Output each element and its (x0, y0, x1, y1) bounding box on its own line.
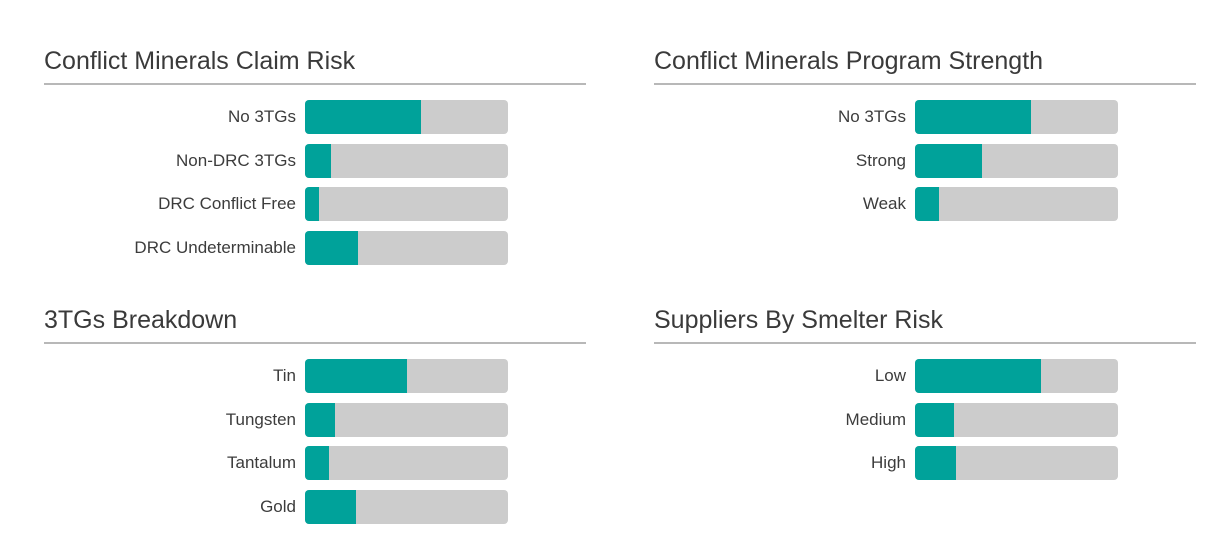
bar-row: Tin (44, 359, 586, 393)
bar-track (915, 359, 1118, 393)
bar-label: DRC Undeterminable (134, 237, 296, 257)
bar-row: DRC Undeterminable (44, 230, 586, 265)
bar-list: Low Medium High (654, 359, 1196, 480)
bar-fill (305, 402, 336, 437)
bar-label: Gold (260, 496, 296, 516)
bar-track (305, 489, 508, 524)
bar-fill (915, 187, 940, 221)
bar-fill (915, 143, 982, 178)
bar-fill (305, 446, 330, 480)
bar-row: Weak (654, 187, 1196, 221)
bar-track (305, 230, 508, 265)
bar-row: Non-DRC 3TGs (44, 143, 586, 178)
bar-track (305, 143, 508, 178)
bar-track (915, 100, 1118, 134)
bar-track (915, 143, 1118, 178)
bar-label: DRC Conflict Free (158, 194, 296, 213)
bar-label: Tin (273, 366, 296, 385)
bar-row: Tungsten (44, 402, 586, 437)
bar-label: No 3TGs (837, 107, 906, 126)
bar-label: Strong (855, 150, 906, 170)
bar-label: Tungsten (225, 409, 296, 429)
panel-claim-risk: Conflict Minerals Claim Risk No 3TGs Non-… (44, 46, 586, 274)
bar-fill (305, 489, 356, 524)
panel-title: 3TGs Breakdown (44, 305, 586, 344)
bar-track (305, 187, 508, 221)
bar-list: No 3TGs Strong Weak (654, 100, 1196, 221)
bar-row: High (654, 446, 1196, 480)
bar-row: Strong (654, 143, 1196, 178)
bar-fill (305, 187, 320, 221)
bar-row: Tantalum (44, 446, 586, 480)
panel-title: Suppliers By Smelter Risk (654, 305, 1196, 344)
panel-program-strength: Conflict Minerals Program Strength No 3T… (654, 46, 1196, 231)
bar-label: No 3TGs (227, 107, 296, 126)
bar-label: Low (874, 366, 906, 385)
bar-label: Non-DRC 3TGs (176, 150, 296, 170)
bar-row: DRC Conflict Free (44, 187, 586, 221)
bar-fill (305, 359, 407, 393)
bar-track (305, 402, 508, 437)
bar-row: Gold (44, 489, 586, 524)
bar-row: No 3TGs (654, 100, 1196, 134)
panel-title: Conflict Minerals Claim Risk (44, 46, 586, 85)
bar-label: Tantalum (227, 453, 296, 472)
bar-fill (305, 100, 421, 134)
bar-list: No 3TGs Non-DRC 3TGs DRC Conflict Free DRC … (44, 100, 586, 265)
bar-track (915, 446, 1118, 480)
bar-fill (305, 143, 332, 178)
bar-fill (915, 359, 1041, 393)
bar-label: Medium (845, 409, 906, 429)
bar-label: Weak (862, 194, 906, 213)
panel-3tgs-breakdown: 3TGs Breakdown Tin Tungsten Tantalum Gold (44, 305, 586, 533)
bar-label: High (871, 453, 906, 472)
bar-row: No 3TGs (44, 100, 586, 134)
bar-fill (915, 402, 954, 437)
panel-smelter-risk: Suppliers By Smelter Risk Low Medium High (654, 305, 1196, 490)
bar-track (915, 187, 1118, 221)
bar-track (305, 446, 508, 480)
bar-fill (915, 446, 956, 480)
panel-title: Conflict Minerals Program Strength (654, 46, 1196, 85)
bar-track (915, 402, 1118, 437)
bar-fill (915, 100, 1031, 134)
bar-fill (305, 230, 358, 265)
bar-track (305, 359, 508, 393)
bar-row: Medium (654, 402, 1196, 437)
bar-row: Low (654, 359, 1196, 393)
bar-list: Tin Tungsten Tantalum Gold (44, 359, 586, 524)
bar-track (305, 100, 508, 134)
